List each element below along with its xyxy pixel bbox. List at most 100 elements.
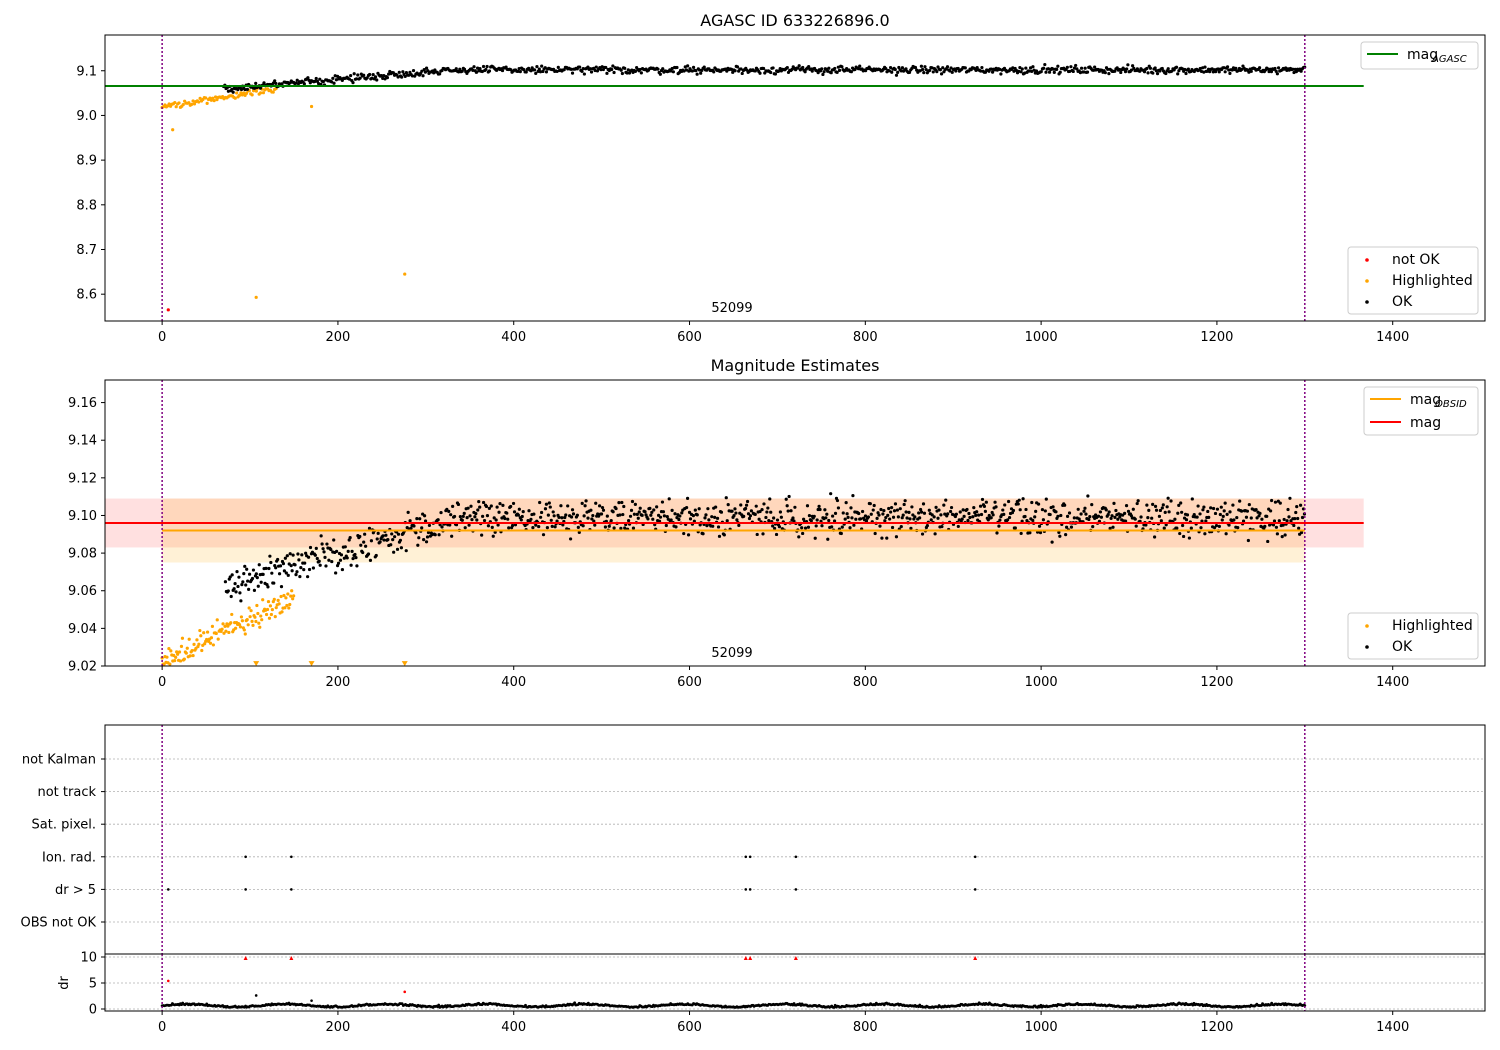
ok-point — [881, 512, 885, 516]
ok-point — [461, 514, 465, 518]
ok-point — [904, 510, 908, 514]
ok-point — [433, 533, 437, 537]
ok-point — [482, 518, 487, 523]
ok-point — [1296, 516, 1300, 521]
ok-point — [1057, 530, 1061, 535]
ok-point — [1153, 66, 1157, 70]
highlighted-point — [266, 599, 271, 604]
ok-point — [1260, 517, 1264, 521]
ok-point — [1033, 515, 1037, 519]
ok-point — [472, 65, 476, 69]
ok-point — [571, 512, 576, 516]
ok-point — [570, 508, 575, 512]
ok-point — [307, 78, 311, 82]
ok-point — [226, 589, 230, 593]
ok-point — [1058, 534, 1062, 538]
ok-point — [598, 504, 602, 508]
ok-point — [835, 70, 839, 74]
ok-point — [244, 583, 248, 587]
ok-point — [890, 525, 895, 530]
ok-point — [998, 518, 1002, 522]
ok-point — [882, 508, 886, 513]
ok-point — [818, 507, 822, 512]
agasc-scatter-points — [160, 62, 1307, 312]
ok-point — [731, 70, 735, 74]
ok-point — [822, 70, 826, 74]
dr-clipped-marker — [289, 956, 294, 961]
ok-point — [1169, 499, 1173, 503]
ok-point — [546, 513, 550, 517]
ok-point — [420, 526, 424, 530]
ok-point — [1056, 514, 1060, 518]
y-tick-label: 9.12 — [68, 471, 97, 486]
ok-point — [273, 79, 277, 83]
flag-label: Sat. pixel. — [32, 818, 96, 833]
ok-point — [457, 70, 461, 74]
ok-point — [844, 501, 848, 505]
ok-point — [884, 515, 888, 520]
ok-point — [245, 567, 249, 571]
ok-point — [604, 65, 608, 70]
ok-point — [791, 516, 795, 520]
ok-point — [475, 518, 479, 522]
ok-point — [1034, 69, 1039, 73]
ok-point — [381, 534, 385, 538]
dr-clipped-marker — [743, 956, 748, 961]
ok-point — [1173, 517, 1177, 521]
ok-point — [251, 568, 256, 572]
ok-point — [1199, 526, 1203, 530]
ok-point — [963, 66, 967, 70]
highlighted-point — [279, 594, 283, 599]
ok-point — [630, 499, 635, 504]
ok-point — [449, 513, 453, 517]
ok-point — [313, 553, 317, 557]
ok-point — [290, 569, 294, 573]
ok-point — [1072, 516, 1076, 520]
ok-point — [425, 535, 430, 539]
ok-point — [544, 502, 549, 506]
ok-point — [411, 68, 416, 73]
ok-point — [1269, 70, 1274, 74]
ok-point — [437, 533, 441, 537]
ok-point — [1006, 518, 1010, 522]
ok-point — [353, 552, 357, 557]
ok-point — [1024, 66, 1028, 70]
ok-point — [612, 526, 616, 530]
x-tick-label: 1400 — [1376, 675, 1409, 690]
ok-point — [1174, 65, 1179, 69]
ok-point — [250, 576, 255, 581]
highlighted-point — [271, 90, 275, 94]
ok-point — [887, 69, 891, 73]
ok-point — [1150, 516, 1154, 520]
ok-point — [421, 74, 425, 78]
ok-point — [633, 69, 638, 74]
ok-point — [1006, 499, 1011, 504]
ok-point — [991, 513, 995, 517]
ok-point — [1285, 519, 1289, 523]
ok-point — [999, 72, 1003, 76]
ok-point — [320, 542, 324, 546]
ok-point — [423, 519, 428, 523]
ok-point — [674, 525, 678, 529]
ok-point — [660, 500, 665, 504]
ok-point — [519, 518, 523, 522]
ok-point — [1225, 512, 1229, 517]
ok-point — [789, 509, 793, 513]
ok-point — [949, 505, 954, 510]
ok-point — [1180, 510, 1184, 514]
ok-point — [1123, 70, 1128, 74]
ok-point — [1214, 523, 1219, 528]
highlighted-point — [242, 91, 246, 95]
ok-point — [1275, 72, 1279, 76]
ok-point — [237, 575, 241, 579]
ok-point — [323, 555, 327, 559]
ok-point — [921, 502, 926, 506]
ok-point — [1025, 518, 1029, 523]
ok-point — [1241, 519, 1246, 523]
ok-point — [1065, 65, 1069, 69]
ok-point — [408, 519, 412, 523]
ok-point — [1027, 69, 1031, 73]
ok-point — [744, 503, 749, 507]
ok-point — [1011, 508, 1016, 513]
ok-point — [1055, 67, 1059, 72]
